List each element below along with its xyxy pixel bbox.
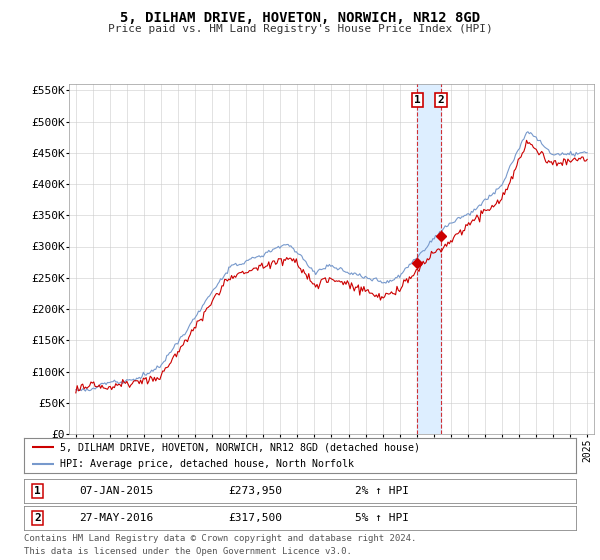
Text: 07-JAN-2015: 07-JAN-2015 <box>79 486 154 496</box>
Text: HPI: Average price, detached house, North Norfolk: HPI: Average price, detached house, Nort… <box>60 459 354 469</box>
Text: This data is licensed under the Open Government Licence v3.0.: This data is licensed under the Open Gov… <box>24 547 352 556</box>
Text: 2: 2 <box>437 95 445 105</box>
Text: Contains HM Land Registry data © Crown copyright and database right 2024.: Contains HM Land Registry data © Crown c… <box>24 534 416 543</box>
Bar <box>417 84 441 434</box>
Text: 2: 2 <box>34 513 41 523</box>
Text: 1: 1 <box>34 486 41 496</box>
Text: 27-MAY-2016: 27-MAY-2016 <box>79 513 154 523</box>
Text: 2% ↑ HPI: 2% ↑ HPI <box>355 486 409 496</box>
Text: £317,500: £317,500 <box>228 513 282 523</box>
Text: 5, DILHAM DRIVE, HOVETON, NORWICH, NR12 8GD: 5, DILHAM DRIVE, HOVETON, NORWICH, NR12 … <box>120 11 480 25</box>
Text: £273,950: £273,950 <box>228 486 282 496</box>
Text: 5, DILHAM DRIVE, HOVETON, NORWICH, NR12 8GD (detached house): 5, DILHAM DRIVE, HOVETON, NORWICH, NR12 … <box>60 442 420 452</box>
Text: 1: 1 <box>414 95 421 105</box>
Text: Price paid vs. HM Land Registry's House Price Index (HPI): Price paid vs. HM Land Registry's House … <box>107 24 493 34</box>
Text: 5% ↑ HPI: 5% ↑ HPI <box>355 513 409 523</box>
